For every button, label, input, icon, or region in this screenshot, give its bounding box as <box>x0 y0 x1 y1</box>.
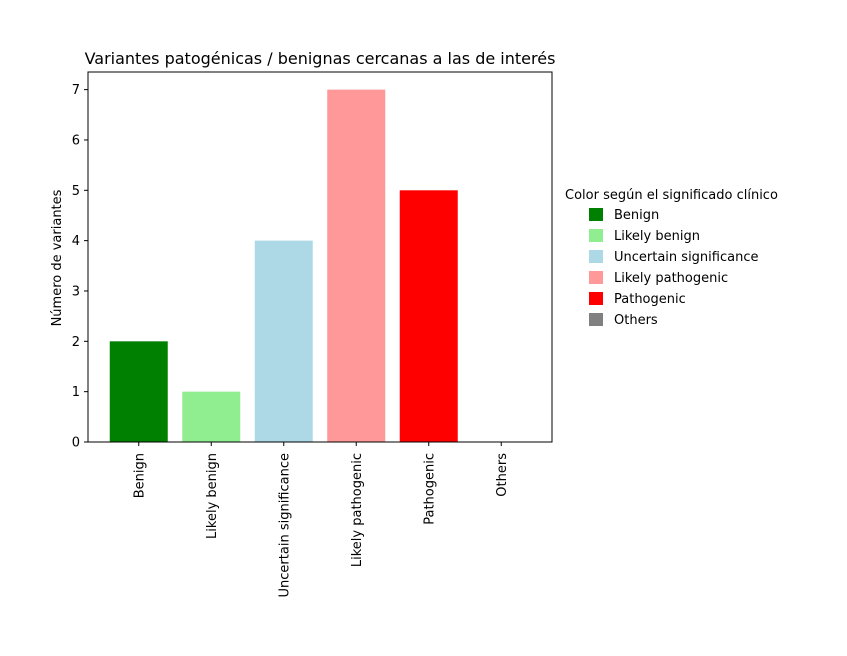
plot-frame <box>87 71 553 443</box>
x-tick-label: Likely benign <box>205 453 220 539</box>
bars-group <box>109 89 458 442</box>
legend-title: Color según el significado clínico <box>565 188 778 203</box>
y-tick-label: 7 <box>72 83 80 98</box>
legend-swatch <box>589 208 603 221</box>
bar-likely-pathogenic <box>327 89 386 442</box>
chart-title: Variantes patogénicas / benignas cercana… <box>85 49 556 68</box>
x-tick-label: Likely pathogenic <box>350 453 365 567</box>
legend-swatch <box>589 250 603 263</box>
legend-label: Others <box>614 313 658 328</box>
x-tick-label: Benign <box>132 453 147 498</box>
x-axis: Benign Likely benign Uncertain significanc… <box>132 442 510 597</box>
legend-swatch <box>589 271 603 284</box>
bar-uncertain-significance <box>254 240 313 442</box>
bar-pathogenic <box>399 190 458 442</box>
legend-label: Pathogenic <box>614 292 686 307</box>
x-tick-label: Others <box>495 453 510 497</box>
y-tick-label: 3 <box>72 284 80 299</box>
y-tick-label: 0 <box>72 436 80 451</box>
legend: Color según el significado clínico Benig… <box>565 188 778 328</box>
y-axis-label: Número de variantes <box>50 189 65 326</box>
y-axis: 0 1 2 3 4 5 6 7 <box>72 83 88 451</box>
y-tick-label: 6 <box>72 133 80 148</box>
legend-items: Benign Likely benign Uncertain significanc… <box>589 208 758 328</box>
legend-label: Likely pathogenic <box>614 271 728 286</box>
bar-benign <box>109 341 168 442</box>
legend-label: Benign <box>614 208 659 223</box>
legend-swatch <box>589 229 603 242</box>
legend-swatch <box>589 313 603 326</box>
bar-likely-benign <box>182 391 241 442</box>
legend-label: Likely benign <box>614 229 700 244</box>
y-tick-label: 2 <box>72 335 80 350</box>
x-tick-label: Pathogenic <box>422 453 437 525</box>
y-tick-label: 1 <box>72 385 80 400</box>
y-tick-label: 5 <box>72 184 80 199</box>
legend-label: Uncertain significance <box>614 250 758 265</box>
x-tick-label: Uncertain significance <box>277 453 292 597</box>
y-tick-label: 4 <box>72 234 80 249</box>
legend-swatch <box>589 292 603 305</box>
